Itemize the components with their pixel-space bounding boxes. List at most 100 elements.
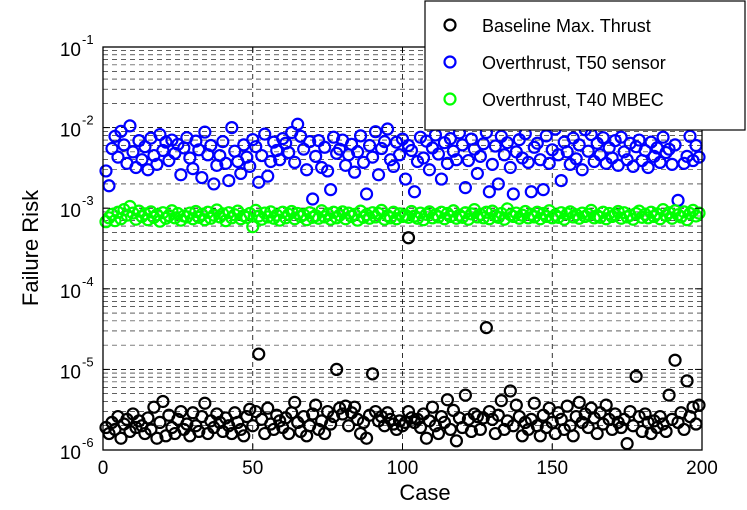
data-point (614, 130, 628, 144)
y-tick-label-base: 10 (60, 40, 81, 61)
data-point (156, 143, 170, 158)
data-point (470, 409, 484, 424)
data-point (243, 159, 257, 174)
data-point (237, 429, 251, 443)
data-point (353, 129, 368, 143)
data-point (521, 155, 535, 170)
data-point (282, 145, 296, 160)
legend-label: Baseline Max. Thrust (482, 16, 651, 36)
data-point (506, 209, 520, 224)
data-point (440, 393, 455, 407)
y-tick-label-exponent: -4 (82, 274, 94, 289)
data-point (189, 134, 203, 148)
data-point (617, 145, 631, 159)
data-point (473, 422, 487, 437)
data-point (108, 214, 122, 228)
data-point (641, 160, 655, 175)
data-point (341, 206, 356, 220)
data-point (105, 141, 119, 156)
data-point (135, 153, 149, 167)
data-point (386, 159, 401, 174)
data-point (255, 148, 269, 163)
data-point (225, 120, 239, 135)
data-point (668, 353, 682, 367)
data-point (138, 140, 152, 154)
data-point (581, 144, 595, 158)
data-point (234, 166, 248, 181)
data-point (282, 426, 296, 441)
data-point (371, 168, 386, 182)
data-point (365, 367, 380, 381)
data-point (306, 192, 320, 206)
y-tick-label: 10-1 (60, 32, 94, 61)
data-point (629, 369, 643, 383)
y-tick-label-exponent: -6 (82, 435, 94, 450)
data-point (503, 384, 517, 398)
data-point (692, 206, 706, 220)
data-point (231, 415, 245, 430)
legend: Baseline Max. Thrust Overthrust, T50 sens… (424, 0, 746, 131)
data-point (204, 211, 218, 225)
data-point (368, 125, 383, 139)
y-tick-labels: 10-610-510-410-310-210-1 (60, 32, 94, 464)
x-tick-label: 0 (98, 458, 109, 479)
y-tick-label-base: 10 (60, 362, 81, 383)
data-point (234, 422, 248, 437)
y-axis-label: Failure Risk (18, 189, 43, 306)
data-point (677, 422, 691, 437)
data-point (656, 130, 670, 144)
data-point (374, 141, 389, 156)
data-point (434, 172, 449, 186)
data-point (599, 398, 613, 412)
data-point (150, 431, 164, 445)
data-point (150, 157, 164, 171)
data-point (273, 153, 287, 167)
data-point (309, 398, 323, 412)
data-point (117, 138, 131, 152)
data-point (464, 424, 478, 439)
data-point (422, 163, 437, 177)
data-point (147, 400, 161, 414)
data-point (413, 420, 428, 435)
data-point (431, 426, 446, 441)
data-point (626, 159, 640, 174)
data-point (219, 156, 233, 170)
data-point (141, 411, 155, 425)
data-point (336, 407, 350, 421)
data-point (497, 148, 511, 162)
data-point (554, 174, 568, 188)
data-point (455, 138, 469, 152)
data-point (261, 401, 275, 415)
data-point (653, 155, 667, 170)
y-tick-label-base: 10 (60, 201, 81, 222)
data-point (392, 148, 407, 162)
data-point (416, 151, 431, 165)
data-point (533, 429, 547, 443)
data-point (243, 402, 257, 416)
data-point (419, 431, 434, 445)
data-point (249, 140, 263, 154)
data-point (596, 131, 610, 145)
data-point (659, 145, 673, 160)
data-point (395, 419, 410, 433)
series-1-markers (99, 117, 706, 207)
data-point (686, 400, 700, 414)
data-point (488, 139, 502, 153)
data-point (99, 164, 113, 178)
y-tick-label-base: 10 (60, 443, 81, 464)
data-point (506, 419, 520, 433)
data-point (288, 395, 302, 409)
data-point (321, 164, 335, 178)
data-point (485, 157, 499, 171)
x-tick-label: 50 (242, 458, 263, 479)
data-point (261, 169, 275, 183)
data-point (431, 147, 446, 161)
y-tick-label: 10-5 (60, 354, 94, 383)
data-point (156, 394, 170, 409)
data-point (602, 206, 616, 221)
data-point (111, 150, 125, 164)
data-point (246, 220, 260, 234)
data-point (341, 419, 356, 433)
data-point (500, 136, 514, 150)
